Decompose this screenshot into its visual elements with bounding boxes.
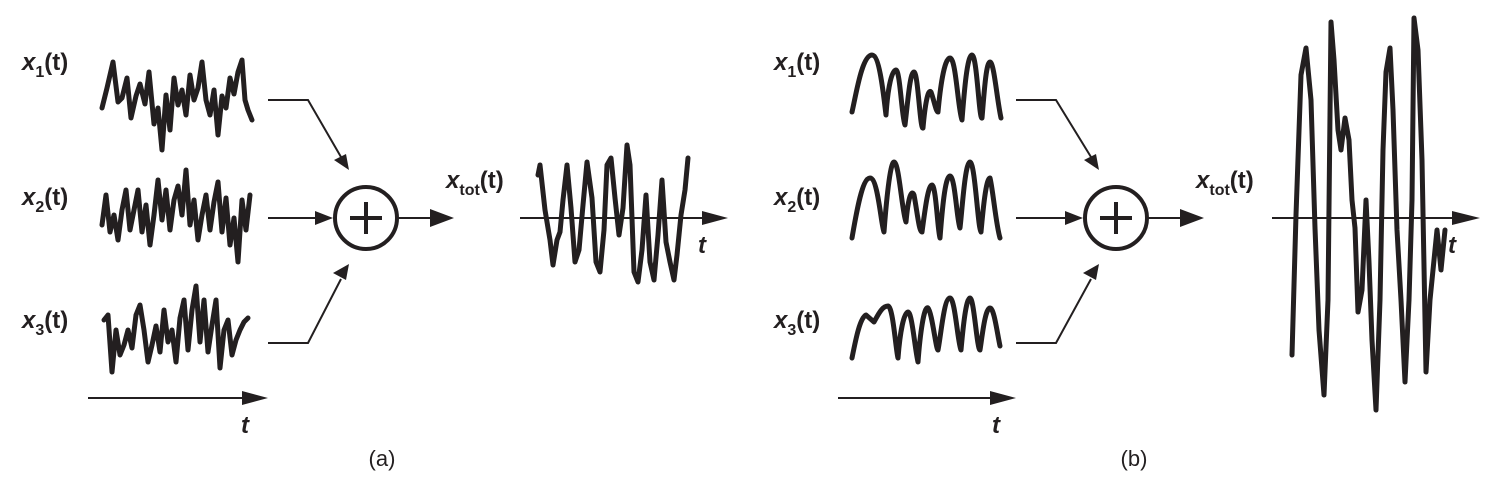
time-axis-label-b: t — [992, 412, 1001, 439]
output-label-xtot-a: xtot(t) — [444, 167, 504, 199]
input-label-x1-b: x1(t) — [772, 49, 820, 81]
waveform-x1-a — [102, 60, 252, 150]
summing-junction-b — [1085, 187, 1147, 249]
input-label-x3-b: x3(t) — [772, 307, 820, 339]
output-axis-arrowhead-a — [702, 211, 728, 225]
time-axis-arrowhead-b — [990, 391, 1016, 405]
input-label-x2-a: x2(t) — [20, 184, 68, 216]
wire-x3-to-sum-a — [268, 279, 341, 343]
arrowhead-output-b — [1180, 209, 1204, 227]
arrowhead-x3-b — [1083, 264, 1099, 280]
input-label-x3-a: x3(t) — [20, 307, 68, 339]
time-axis-arrowhead-a — [242, 391, 268, 405]
arrowhead-x3-a — [333, 264, 349, 280]
waveform-x3-a — [104, 286, 248, 372]
wire-x1-to-sum-a — [268, 100, 341, 157]
output-axis-arrowhead-b — [1452, 211, 1480, 225]
arrowhead-x1-b — [1084, 154, 1099, 170]
arrowhead-x2-a — [315, 211, 333, 225]
arrowhead-x2-b — [1065, 211, 1083, 225]
panel-b: x1(t) x2(t) x3(t) t — [772, 18, 1480, 471]
waveform-xtot-a — [538, 145, 688, 282]
summing-junction-a — [335, 187, 397, 249]
input-label-x1-a: x1(t) — [20, 49, 68, 81]
waveform-x2-b — [852, 162, 1000, 238]
panel-a: x1(t) x2(t) x3(t) t — [20, 49, 728, 471]
waveform-x2-a — [102, 170, 250, 262]
input-label-x2-b: x2(t) — [772, 184, 820, 216]
waveform-x3-b — [852, 298, 1000, 362]
wire-x1-to-sum-b — [1016, 100, 1091, 157]
arrowhead-x1-a — [334, 154, 349, 170]
output-axis-label-a: t — [698, 232, 707, 259]
output-axis-label-b: t — [1448, 232, 1457, 259]
waveform-xtot-b — [1292, 18, 1445, 410]
caption-b: (b) — [1121, 446, 1148, 471]
output-label-xtot-b: xtot(t) — [1194, 167, 1254, 199]
caption-a: (a) — [369, 446, 396, 471]
arrowhead-output-a — [430, 209, 454, 227]
wire-x3-to-sum-b — [1016, 279, 1091, 343]
waveform-x1-b — [852, 55, 1001, 128]
time-axis-label-a: t — [241, 412, 250, 439]
